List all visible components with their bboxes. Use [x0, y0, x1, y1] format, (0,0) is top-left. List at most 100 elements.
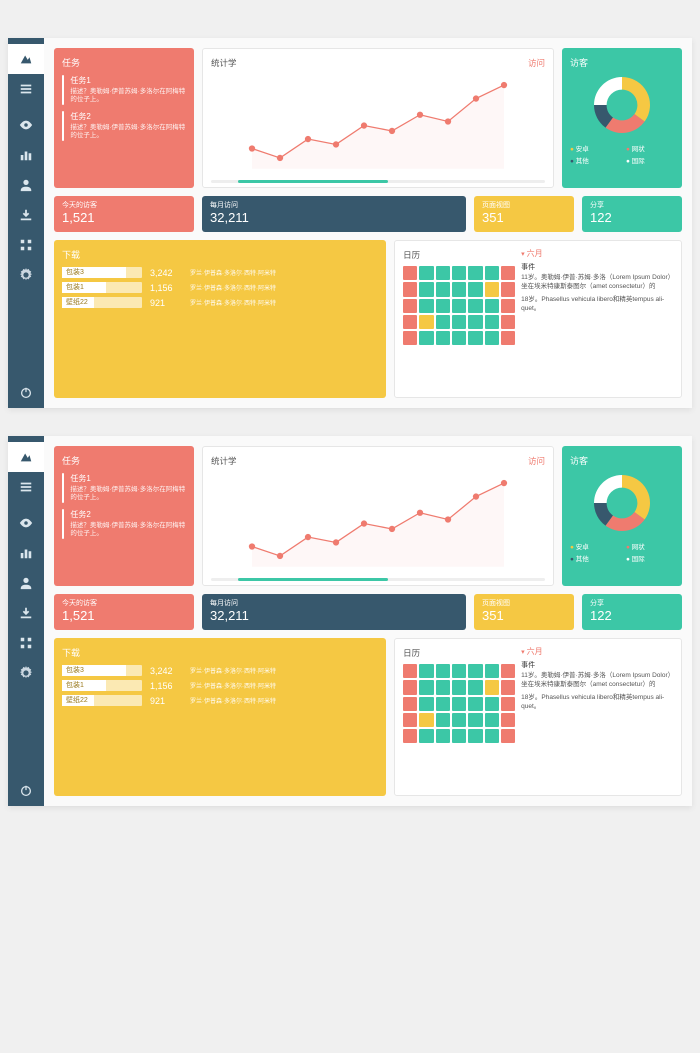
calendar-day[interactable]: [403, 664, 417, 678]
calendar-day[interactable]: [419, 729, 433, 743]
calendar-day[interactable]: [452, 697, 466, 711]
calendar-day[interactable]: [436, 266, 450, 280]
calendar-day[interactable]: [468, 266, 482, 280]
chart-scrollbar[interactable]: [211, 180, 545, 183]
calendar-day[interactable]: [468, 680, 482, 694]
calendar-day[interactable]: [419, 299, 433, 313]
bars-icon[interactable]: [8, 140, 44, 170]
download-row[interactable]: 壁纸22921罗兰·伊普森·多洛尔·西特·阿米特: [62, 695, 378, 706]
stat-card[interactable]: 页面视图351: [474, 196, 574, 232]
calendar-day[interactable]: [419, 713, 433, 727]
calendar-day[interactable]: [403, 299, 417, 313]
chart-scrollbar[interactable]: [211, 578, 545, 581]
logo-icon[interactable]: [8, 442, 44, 472]
calendar-day[interactable]: [452, 315, 466, 329]
calendar-day[interactable]: [419, 315, 433, 329]
calendar-day[interactable]: [468, 315, 482, 329]
calendar-day[interactable]: [452, 713, 466, 727]
download-row[interactable]: 壁纸22921罗兰·伊普森·多洛尔·西特·阿米特: [62, 297, 378, 308]
calendar-day[interactable]: [403, 713, 417, 727]
task-item[interactable]: 任务2描述？奥勒姆·伊普苏姆·多洛尔在阿梅特的位子上。: [62, 111, 186, 141]
calendar-day[interactable]: [436, 680, 450, 694]
logo-icon[interactable]: [8, 44, 44, 74]
calendar-day[interactable]: [403, 331, 417, 345]
calendar-day[interactable]: [468, 282, 482, 296]
calendar-day[interactable]: [501, 713, 515, 727]
calendar-day[interactable]: [436, 729, 450, 743]
calendar-day[interactable]: [452, 680, 466, 694]
stat-card[interactable]: 每月访问32,211: [202, 196, 466, 232]
calendar-day[interactable]: [468, 729, 482, 743]
download-icon[interactable]: [8, 598, 44, 628]
stat-card[interactable]: 每月访问32,211: [202, 594, 466, 630]
power-icon[interactable]: [8, 378, 44, 408]
calendar-day[interactable]: [468, 713, 482, 727]
power-icon[interactable]: [8, 776, 44, 806]
calendar-day[interactable]: [436, 331, 450, 345]
user-icon[interactable]: [8, 568, 44, 598]
calendar-day[interactable]: [419, 680, 433, 694]
calendar-day[interactable]: [436, 282, 450, 296]
download-row[interactable]: 包装33,242罗兰·伊普森·多洛尔·西特·阿米特: [62, 267, 378, 278]
calendar-day[interactable]: [419, 664, 433, 678]
download-icon[interactable]: [8, 200, 44, 230]
calendar-day[interactable]: [485, 282, 499, 296]
calendar-day[interactable]: [419, 266, 433, 280]
calendar-day[interactable]: [452, 729, 466, 743]
download-row[interactable]: 包装11,156罗兰·伊普森·多洛尔·西特·阿米特: [62, 282, 378, 293]
gear-icon[interactable]: [8, 658, 44, 688]
calendar-day[interactable]: [485, 697, 499, 711]
user-icon[interactable]: [8, 170, 44, 200]
gear-icon[interactable]: [8, 260, 44, 290]
download-row[interactable]: 包装33,242罗兰·伊普森·多洛尔·西特·阿米特: [62, 665, 378, 676]
task-item[interactable]: 任务1描述？奥勒姆·伊普苏姆·多洛尔在阿梅特的位子上。: [62, 473, 186, 503]
calendar-day[interactable]: [485, 315, 499, 329]
calendar-day[interactable]: [436, 315, 450, 329]
calendar-day[interactable]: [436, 713, 450, 727]
calendar-day[interactable]: [501, 697, 515, 711]
calendar-day[interactable]: [485, 729, 499, 743]
calendar-day[interactable]: [452, 331, 466, 345]
calendar-day[interactable]: [501, 729, 515, 743]
calendar-day[interactable]: [501, 299, 515, 313]
calendar-month[interactable]: 六月: [521, 249, 673, 260]
bars-icon[interactable]: [8, 538, 44, 568]
stat-card[interactable]: 分享122: [582, 594, 682, 630]
calendar-day[interactable]: [501, 266, 515, 280]
calendar-day[interactable]: [419, 697, 433, 711]
download-row[interactable]: 包装11,156罗兰·伊普森·多洛尔·西特·阿米特: [62, 680, 378, 691]
calendar-day[interactable]: [501, 282, 515, 296]
calendar-day[interactable]: [452, 299, 466, 313]
calendar-day[interactable]: [485, 299, 499, 313]
calendar-day[interactable]: [436, 664, 450, 678]
calendar-day[interactable]: [468, 664, 482, 678]
grid-icon[interactable]: [8, 628, 44, 658]
calendar-day[interactable]: [485, 664, 499, 678]
calendar-day[interactable]: [485, 680, 499, 694]
menu-icon[interactable]: [8, 74, 44, 104]
calendar-day[interactable]: [403, 680, 417, 694]
calendar-day[interactable]: [403, 315, 417, 329]
stat-card[interactable]: 分享122: [582, 196, 682, 232]
task-item[interactable]: 任务1描述？奥勒姆·伊普苏姆·多洛尔在阿梅特的位子上。: [62, 75, 186, 105]
calendar-day[interactable]: [501, 664, 515, 678]
calendar-day[interactable]: [485, 331, 499, 345]
calendar-day[interactable]: [403, 697, 417, 711]
calendar-day[interactable]: [452, 664, 466, 678]
calendar-day[interactable]: [419, 282, 433, 296]
calendar-day[interactable]: [403, 266, 417, 280]
calendar-day[interactable]: [403, 282, 417, 296]
calendar-day[interactable]: [501, 680, 515, 694]
stat-card[interactable]: 页面视图351: [474, 594, 574, 630]
calendar-day[interactable]: [436, 299, 450, 313]
calendar-month[interactable]: 六月: [521, 647, 673, 658]
calendar-day[interactable]: [419, 331, 433, 345]
calendar-day[interactable]: [468, 331, 482, 345]
menu-icon[interactable]: [8, 472, 44, 502]
calendar-day[interactable]: [452, 282, 466, 296]
task-item[interactable]: 任务2描述？奥勒姆·伊普苏姆·多洛尔在阿梅特的位子上。: [62, 509, 186, 539]
stat-card[interactable]: 今天的访客1,521: [54, 594, 194, 630]
eye-icon[interactable]: [8, 110, 44, 140]
calendar-day[interactable]: [485, 713, 499, 727]
calendar-day[interactable]: [452, 266, 466, 280]
